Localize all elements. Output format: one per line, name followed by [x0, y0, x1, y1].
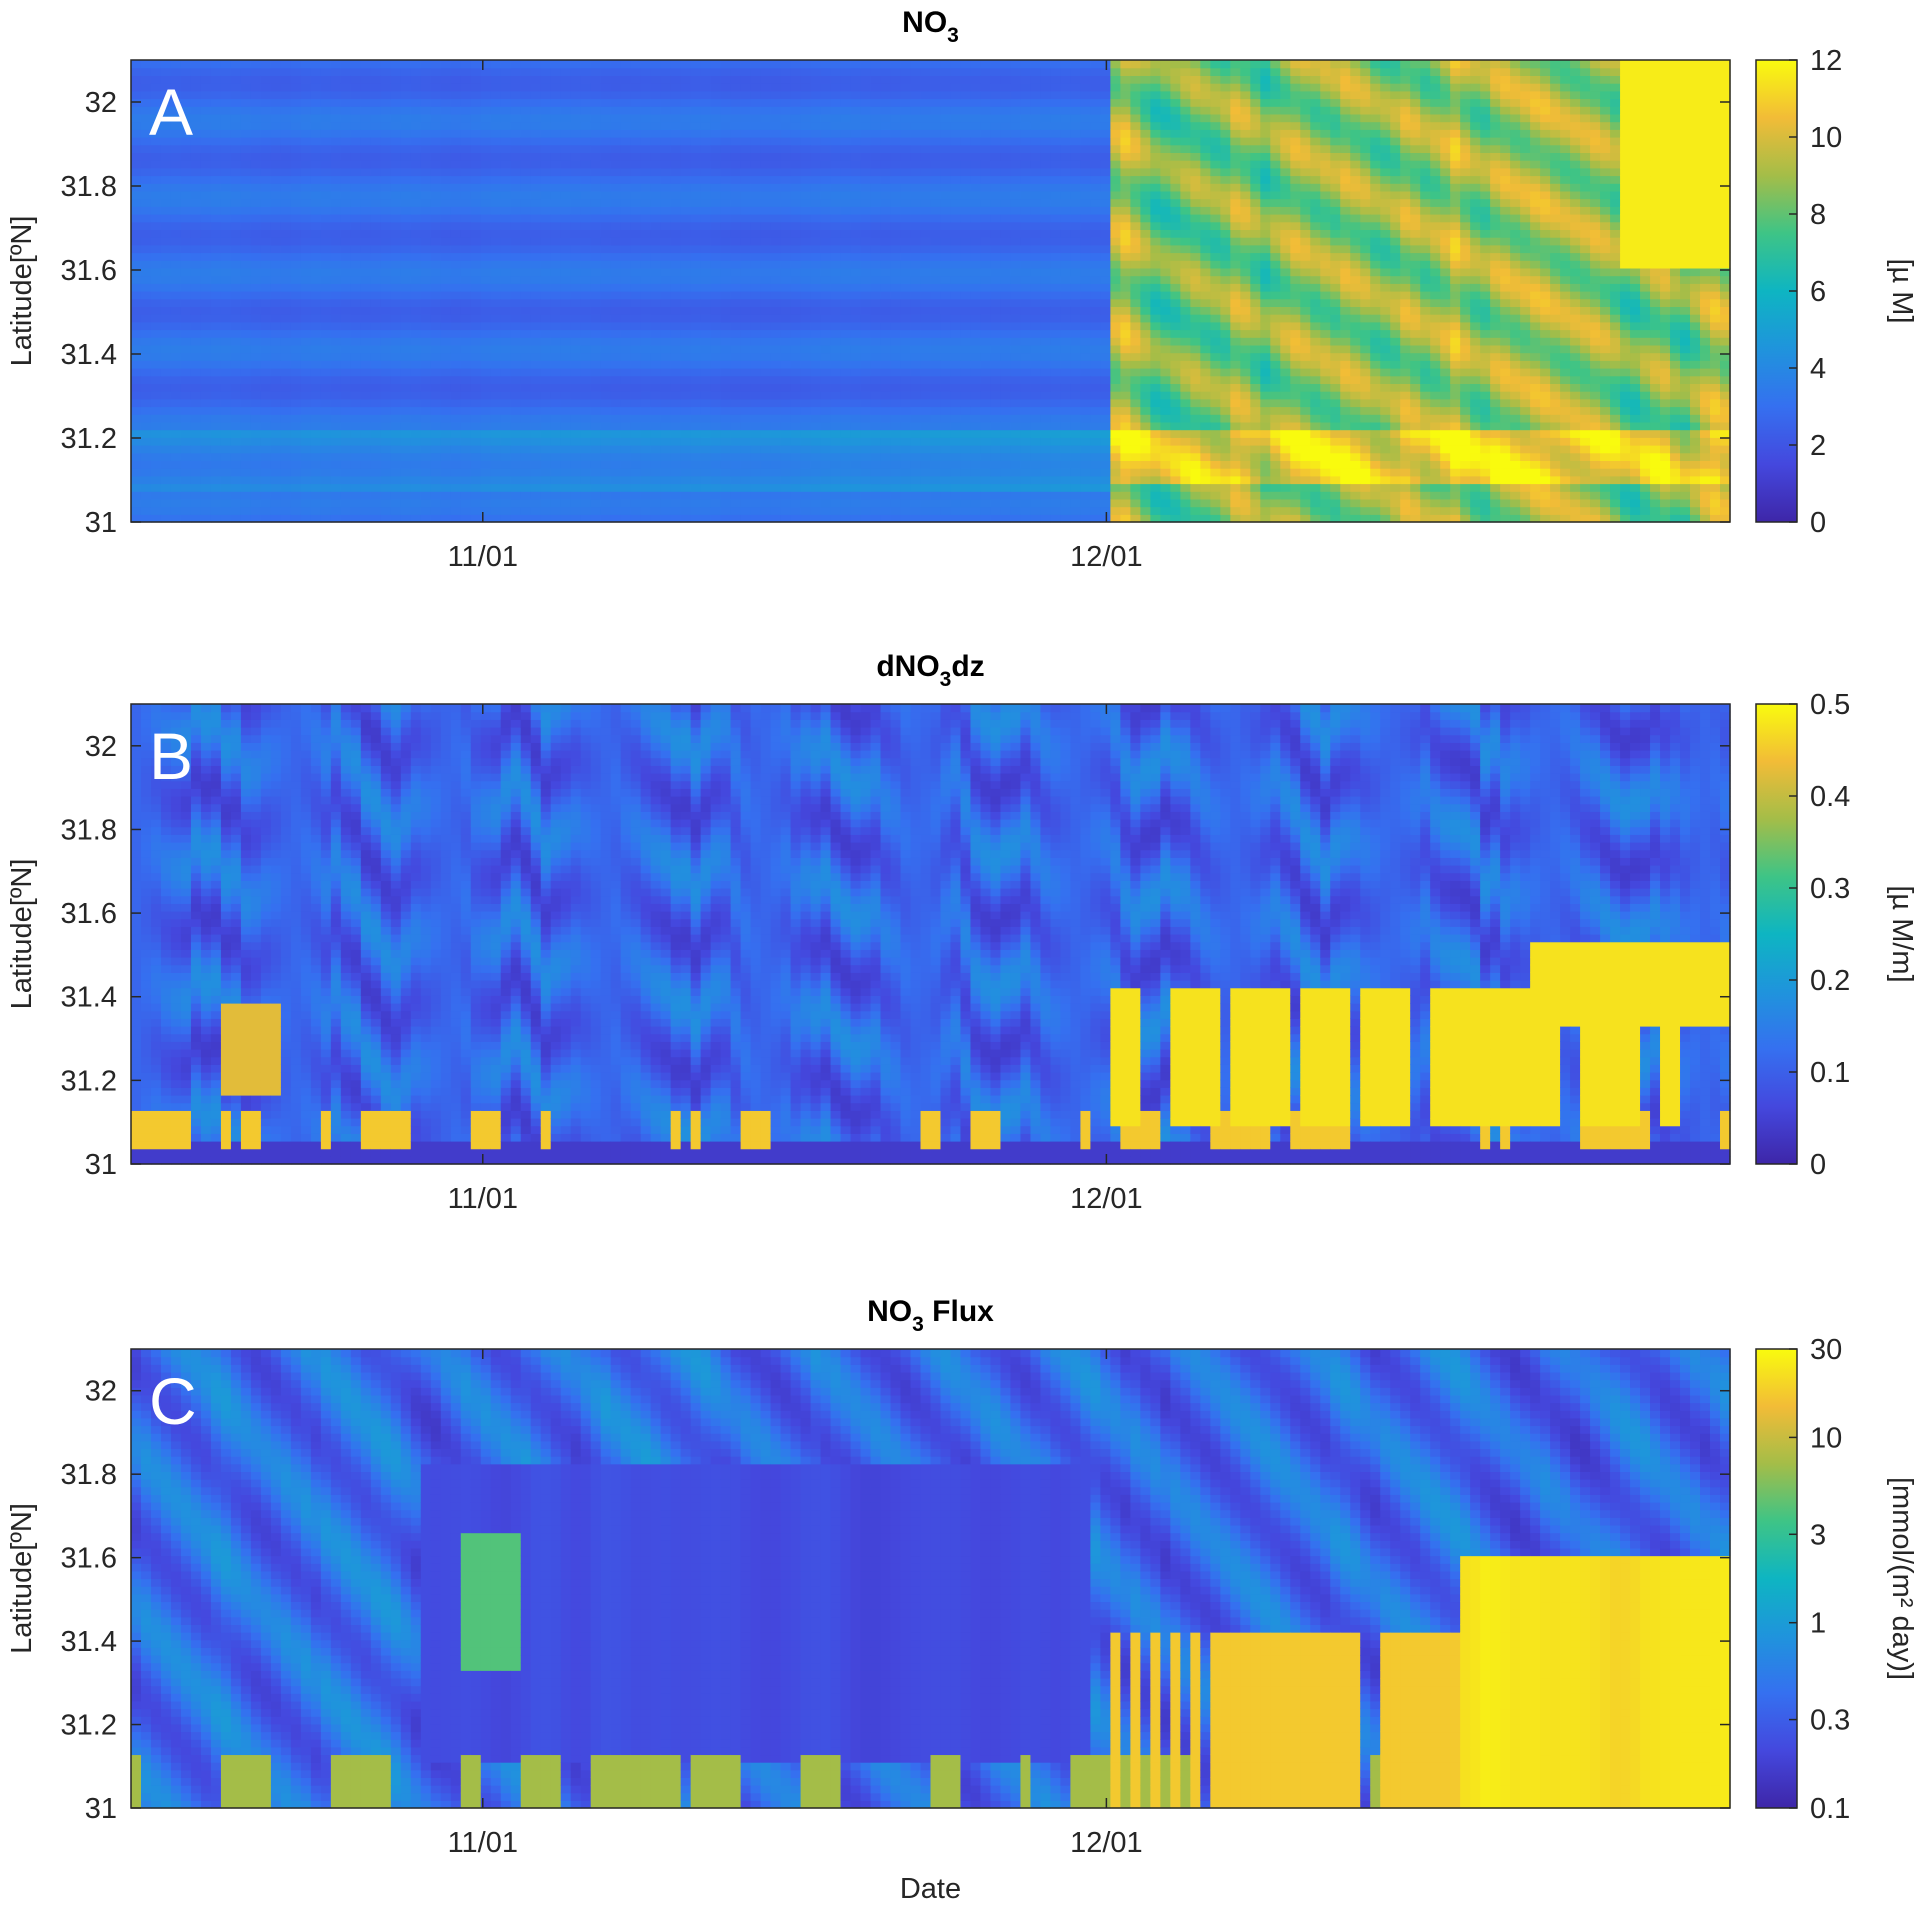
panel-title: NO3 Flux [867, 1295, 994, 1336]
y-tick-label: 32 [85, 731, 117, 763]
x-tick-label: 12/01 [1070, 1183, 1143, 1215]
plot-frame [130, 59, 1731, 523]
y-tick-label: 31.4 [61, 982, 117, 1014]
colorbar-tick-label: 12 [1810, 45, 1842, 77]
y-tick-label: 31.6 [61, 898, 117, 930]
colorbar-tick-label: 10 [1810, 122, 1842, 154]
y-axis-label: Latitude[ºN] [6, 216, 38, 367]
y-tick-label: 31.6 [61, 1543, 117, 1575]
y-axis-label: Latitude[ºN] [6, 859, 38, 1010]
y-axis-label: Latitude[ºN] [6, 1503, 38, 1654]
title-subscript: 3 [940, 668, 952, 691]
title-main: NO [867, 1295, 912, 1328]
plot-frame [130, 1348, 1731, 1809]
colorbar-tick-label: 4 [1810, 353, 1826, 385]
colorbar-label: [mmol/(m² day)] [1886, 1477, 1918, 1680]
y-tick-label: 31.2 [61, 1065, 117, 1097]
y-tick-label: 32 [85, 1376, 117, 1408]
colorbar-tick-label: 3 [1810, 1519, 1826, 1551]
x-axis-label: Date [900, 1873, 961, 1905]
colorbar-gradient [1756, 704, 1797, 1164]
title-subscript: 3 [912, 1313, 924, 1336]
colorbar-tick-label: 0 [1810, 507, 1826, 539]
colorbar-label: [µ M] [1886, 258, 1918, 323]
title-rest: dz [951, 650, 984, 683]
title-main: dNO [876, 650, 939, 683]
heatmap-c [131, 1349, 1731, 1809]
heatmap-b [131, 704, 1731, 1165]
colorbar-tick-label: 0.3 [1810, 1705, 1850, 1737]
colorbar-tick-label: 0 [1810, 1149, 1826, 1181]
colorbar: 0.1 0.3 1 3 10 30 [mmol/(m² day)] [1755, 1334, 1918, 1825]
colorbar-tick-label: 6 [1810, 276, 1826, 308]
panel-title: dNO3dz [876, 650, 984, 691]
y-tick-label: 31.8 [61, 1459, 117, 1491]
title-subscript: 3 [947, 24, 959, 47]
y-tick-label: 31.8 [61, 171, 117, 203]
panel-title: NO3 [902, 6, 959, 47]
colorbar-tick-label: 2 [1810, 430, 1826, 462]
colorbar: 0 2 4 6 8 10 12 [µ M] [1755, 45, 1918, 539]
colorbar-frame [1755, 1348, 1798, 1809]
panel-c: NO3 FluxC3131.231.431.631.832Latitude[ºN… [6, 1295, 1918, 1859]
panel-a: NO3A3131.231.431.631.832Latitude[ºN]11/0… [6, 6, 1918, 573]
y-tick-label: 31.4 [61, 339, 117, 371]
heatmap-a [131, 60, 1731, 523]
x-tick-label: 11/01 [448, 1183, 518, 1215]
y-tick-label: 31 [85, 507, 117, 539]
y-tick-label: 31 [85, 1149, 117, 1181]
y-tick-label: 31.2 [61, 1710, 117, 1742]
colorbar-tick-label: 10 [1810, 1422, 1842, 1454]
panel-b: dNO3dz B 31 31.2 31.4 31.6 31.8 32 Latitude[ºN] 1… [6, 650, 1918, 1215]
y-tick-label: 31.6 [61, 255, 117, 287]
x-tick-label: 11/01 [448, 541, 518, 573]
y-tick-label: 31.2 [61, 423, 117, 455]
colorbar-tick-label: 0.3 [1810, 873, 1850, 905]
x-tick-label: 12/01 [1070, 541, 1143, 573]
colorbar-tick-label: 8 [1810, 199, 1826, 231]
y-tick-label: 31.8 [61, 814, 117, 846]
y-tick-label: 32 [85, 87, 117, 119]
x-tick-label: 11/01 [448, 1827, 518, 1859]
colorbar-tick-label: 0.1 [1810, 1793, 1850, 1825]
colorbar-tick-label: 30 [1810, 1334, 1842, 1366]
colorbar-tick-label: 0.5 [1810, 689, 1850, 721]
colorbar-tick-label: 0.2 [1810, 965, 1850, 997]
y-tick-label: 31.4 [61, 1626, 117, 1658]
x-tick-label: 12/01 [1070, 1827, 1143, 1859]
colorbar-tick-label: 1 [1810, 1608, 1826, 1640]
colorbar-frame [1755, 703, 1798, 1165]
panel-letter: C [149, 1364, 197, 1438]
colorbar-label: [µ M/m] [1886, 885, 1918, 982]
colorbar-gradient [1756, 1349, 1797, 1808]
colorbar-tick-label: 0.4 [1810, 781, 1850, 813]
plot-frame [130, 703, 1731, 1165]
panel-letter: B [149, 719, 193, 793]
y-tick-label: 31 [85, 1793, 117, 1825]
colorbar-tick-label: 0.1 [1810, 1057, 1850, 1089]
title-main: NO [902, 6, 947, 39]
panel-letter: A [149, 75, 193, 149]
title-rest: Flux [924, 1295, 994, 1328]
colorbar: 0 0.1 0.2 0.3 0.4 0.5 [µ M/m] [1755, 689, 1918, 1181]
